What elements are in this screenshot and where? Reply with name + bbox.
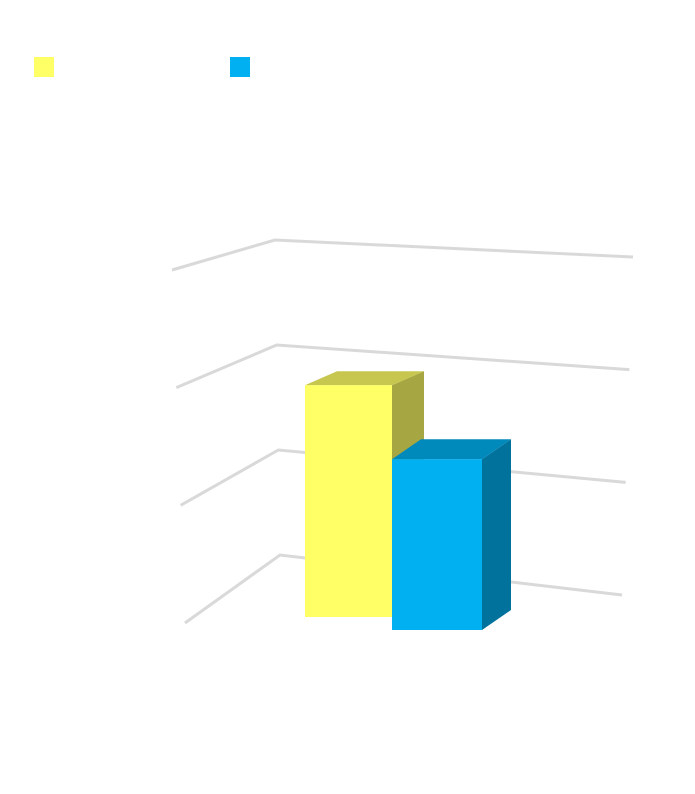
legend-swatch [230,57,250,77]
legend-swatch [34,57,54,77]
bar-top [305,371,424,386]
grid-line [175,343,630,390]
grid-line [171,238,634,272]
bar-top [392,439,511,460]
bar-side [482,439,511,630]
bar [392,459,482,630]
bar [305,385,392,617]
